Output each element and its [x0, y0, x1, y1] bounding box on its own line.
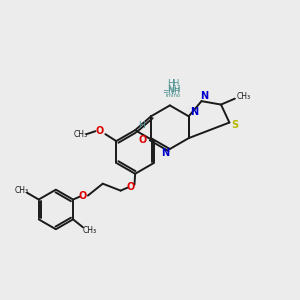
Text: CH₃: CH₃	[15, 186, 29, 195]
Text: O: O	[95, 126, 104, 136]
Text: N: N	[190, 107, 198, 117]
Text: CH₃: CH₃	[74, 130, 88, 139]
Text: H: H	[172, 79, 178, 88]
Text: N: N	[161, 148, 169, 158]
Text: N: N	[200, 91, 208, 101]
Text: CH₃: CH₃	[83, 226, 97, 235]
Text: imino: imino	[165, 93, 181, 98]
Text: CH₃: CH₃	[237, 92, 251, 101]
Text: O: O	[139, 135, 147, 145]
Text: H: H	[138, 121, 145, 130]
Text: O: O	[79, 190, 87, 201]
Text: O: O	[126, 182, 135, 192]
Text: NH: NH	[167, 85, 181, 94]
Text: S: S	[231, 119, 238, 130]
Text: H: H	[167, 79, 174, 88]
Text: =NH: =NH	[162, 87, 180, 96]
